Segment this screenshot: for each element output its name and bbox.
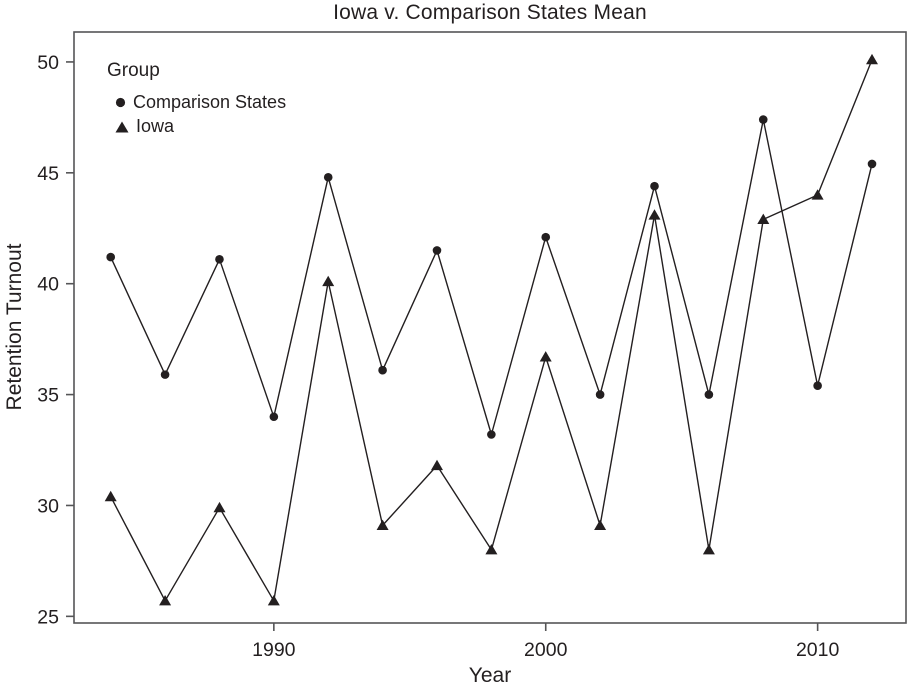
data-point-triangle <box>648 209 661 220</box>
series-line-iowa <box>110 59 873 602</box>
data-point-triangle <box>702 544 715 555</box>
legend-label-comparison-states: Comparison States <box>133 92 287 112</box>
x-tick-label: 2010 <box>796 639 840 661</box>
y-tick-label: 50 <box>37 52 59 74</box>
data-point-circle <box>432 246 442 255</box>
y-tick-label: 30 <box>37 495 59 517</box>
data-point-circle <box>595 390 605 399</box>
data-point-circle <box>378 365 387 375</box>
chart-title: Iowa v. Comparison States Mean <box>333 1 647 24</box>
x-axis-label: Year <box>468 664 512 687</box>
data-point-triangle <box>159 595 172 606</box>
data-point-triangle <box>594 519 607 530</box>
data-point-circle <box>487 430 496 439</box>
legend-item-comparison-states: Comparison States <box>115 91 286 115</box>
data-point-triangle <box>322 275 335 287</box>
data-point-circle <box>269 412 279 422</box>
data-point-triangle <box>431 459 443 471</box>
y-axis-label: Retention Turnout <box>3 243 26 411</box>
y-tick-label: 25 <box>37 606 59 628</box>
data-point-circle <box>813 381 822 391</box>
data-point-circle <box>650 181 659 191</box>
data-point-circle <box>867 159 877 169</box>
data-point-circle <box>758 115 768 124</box>
data-point-circle <box>160 370 170 379</box>
data-point-circle <box>541 232 551 242</box>
circle-marker-icon <box>115 98 126 108</box>
x-tick-label: 2000 <box>524 639 568 661</box>
y-tick-label: 40 <box>37 274 59 296</box>
x-tick-label: 1990 <box>252 639 296 661</box>
data-point-triangle <box>866 53 878 65</box>
data-point-triangle <box>539 351 552 362</box>
legend-label-iowa: Iowa <box>136 115 175 136</box>
data-point-circle <box>323 172 333 182</box>
y-tick-label: 45 <box>37 163 59 185</box>
data-point-triangle <box>811 189 824 200</box>
data-point-circle <box>704 390 714 399</box>
legend-item-iowa: Iowa <box>115 115 286 139</box>
data-point-triangle <box>267 595 280 606</box>
plot-border <box>73 31 907 624</box>
triangle-marker-icon <box>115 121 129 133</box>
legend: Group Comparison States Iowa <box>107 60 286 139</box>
data-point-triangle <box>485 544 498 555</box>
data-point-triangle <box>376 519 389 530</box>
y-tick-label: 35 <box>37 385 59 407</box>
data-point-circle <box>106 252 116 262</box>
data-point-triangle <box>213 501 226 513</box>
data-point-triangle <box>757 213 770 224</box>
data-point-triangle <box>104 490 117 502</box>
legend-title: Group <box>107 60 160 81</box>
data-point-circle <box>215 255 224 264</box>
series-line-comparison-states <box>110 118 873 436</box>
